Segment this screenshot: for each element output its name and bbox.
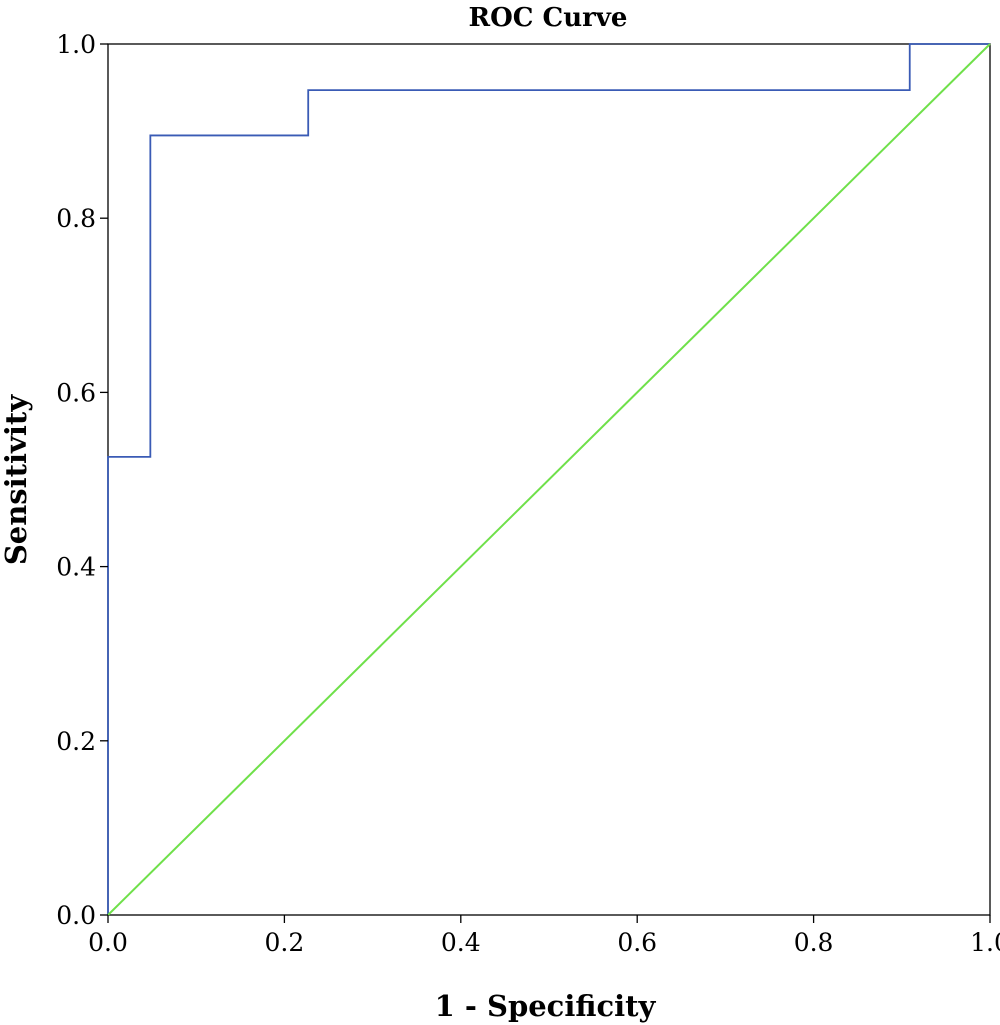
x-tick-label: 1.0 — [970, 928, 1000, 957]
y-tick-label: 0.4 — [56, 553, 96, 582]
plot-area — [107, 43, 991, 916]
reference-diagonal-line — [107, 43, 991, 916]
y-tick-label: 0.6 — [56, 378, 96, 407]
x-tick-label: 0.4 — [441, 928, 481, 957]
y-tick-label: 0.0 — [56, 901, 96, 930]
x-axis-label: 1 - Specificity — [435, 989, 657, 1023]
x-tick-label: 0.6 — [617, 928, 657, 957]
x-tick-label: 0.2 — [265, 928, 305, 957]
y-tick-label: 0.8 — [56, 204, 96, 233]
y-tick-label: 1.0 — [56, 30, 96, 59]
y-tick-label: 0.2 — [56, 727, 96, 756]
y-axis-label: Sensitivity — [0, 394, 33, 565]
roc-curve-line — [107, 43, 990, 915]
x-tick-label: 0.8 — [794, 928, 834, 957]
chart-title: ROC Curve — [469, 3, 628, 33]
x-tick-label: 0.0 — [88, 928, 128, 957]
y-axis-ticks: 0.0 0.2 0.4 0.6 0.8 1.0 — [56, 30, 108, 930]
x-axis-ticks: 0.0 0.2 0.4 0.6 0.8 1.0 — [88, 915, 1000, 957]
